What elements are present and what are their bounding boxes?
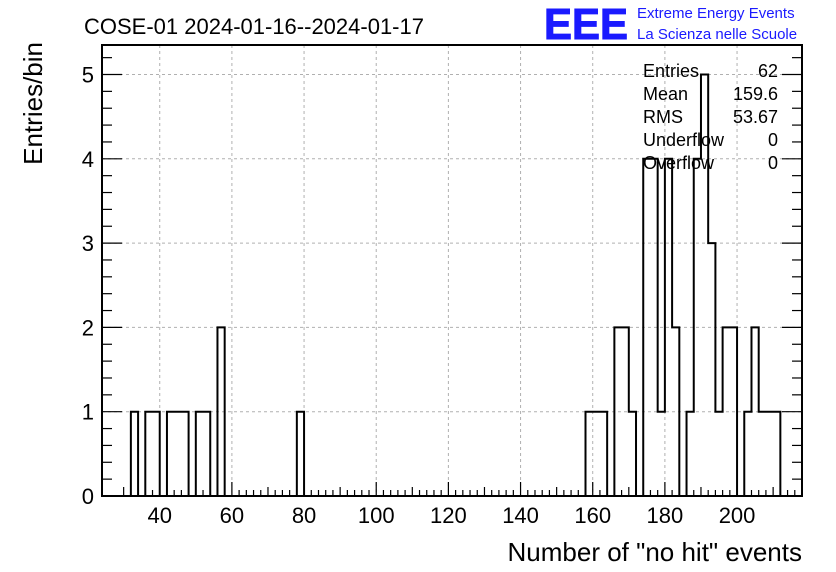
- x-tick-label: 80: [292, 503, 316, 528]
- y-tick-labels: 0 1 2 3 4 5: [82, 63, 94, 509]
- x-tick-label: 200: [719, 503, 756, 528]
- x-tick-label: 60: [220, 503, 244, 528]
- stat-label: Entries: [643, 61, 699, 81]
- stat-label: Mean: [643, 84, 688, 104]
- y-tick-label: 4: [82, 147, 94, 172]
- x-tick-label: 140: [502, 503, 539, 528]
- eee-logo: EEE Extreme Energy Events La Scienza nel…: [544, 0, 798, 50]
- stat-value: 159.6: [733, 84, 778, 104]
- y-tick-label: 5: [82, 63, 94, 88]
- logo-line-1: Extreme Energy Events: [637, 5, 795, 22]
- grid-lines: [102, 45, 802, 496]
- stat-value: 53.67: [733, 107, 778, 127]
- y-axis-label: Entries/bin: [18, 42, 48, 165]
- stats-box: Entries 62 Mean 159.6 RMS 53.67 Underflow 0 Over…: [643, 61, 778, 173]
- eee-logo-mark: EEE: [544, 0, 628, 49]
- x-axis-label: Number of "no hit" events: [508, 537, 803, 567]
- stat-label: Underflow: [643, 130, 725, 150]
- y-tick-label: 2: [82, 315, 94, 340]
- x-tick-label: 100: [358, 503, 395, 528]
- x-tick-label: 180: [647, 503, 684, 528]
- stat-value: 62: [758, 61, 778, 81]
- stat-value: 0: [768, 130, 778, 150]
- x-tick-label: 120: [430, 503, 467, 528]
- stat-label: Overflow: [643, 153, 715, 173]
- axis-ticks: [102, 57, 803, 497]
- x-tick-label: 160: [574, 503, 611, 528]
- x-tick-labels: 40 60 80 100 120 140 160 180 200: [147, 503, 755, 528]
- logo-line-2: La Scienza nelle Scuole: [637, 26, 797, 43]
- stat-label: RMS: [643, 107, 683, 127]
- y-tick-label: 3: [82, 231, 94, 256]
- y-tick-label: 0: [82, 484, 94, 509]
- chart-title: COSE-01 2024-01-16--2024-01-17: [84, 14, 424, 39]
- y-tick-label: 1: [82, 400, 94, 425]
- stat-value: 0: [768, 153, 778, 173]
- plot-frame: [101, 44, 803, 497]
- x-tick-label: 40: [147, 503, 171, 528]
